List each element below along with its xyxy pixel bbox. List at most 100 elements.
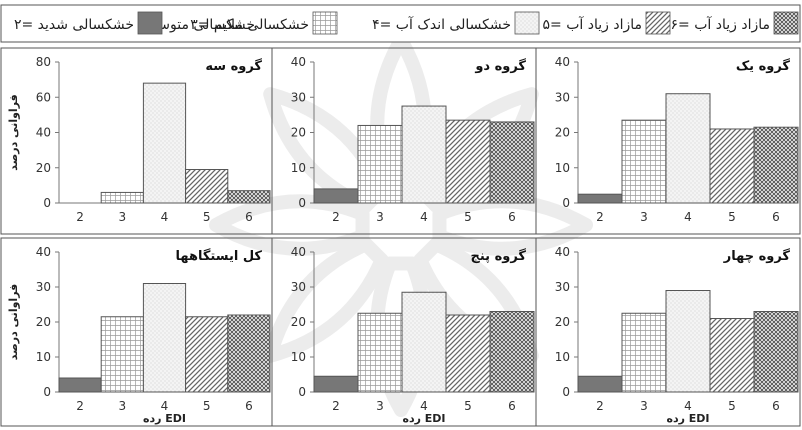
x-axis-label: رده EDI: [402, 412, 445, 425]
bar-4: [142, 283, 187, 393]
chart-title: گروه پنج: [471, 248, 527, 264]
chart-title: گروه دو: [474, 58, 526, 74]
x-tick-label: 3: [640, 210, 648, 224]
bar-4: [401, 291, 447, 393]
x-tick-label: 2: [76, 399, 84, 413]
chart-title: کل ایستگاهها: [176, 248, 263, 264]
bar-2: [577, 375, 623, 393]
bar-6: [753, 126, 799, 204]
bar-5: [185, 316, 229, 393]
legend-label-extra: خشکسالی متوسط: [145, 17, 255, 33]
y-tick-label: 20: [555, 126, 570, 140]
bar-6: [227, 314, 271, 393]
legend: ۶= مازاد زیاد آب ۵= مازاد زیاد آب ۴= خشک…: [0, 4, 801, 43]
legend-label-5: ۵= مازاد زیاد آب: [543, 16, 642, 33]
bar-2: [577, 193, 623, 204]
bar-5: [185, 169, 229, 204]
y-tick-label: 10: [555, 161, 570, 175]
bar-6: [489, 121, 535, 204]
y-tick-label: 40: [36, 126, 51, 140]
x-tick-label: 2: [332, 399, 340, 413]
bar-3: [357, 124, 403, 204]
x-tick-label: 6: [772, 399, 780, 413]
x-axis-label: رده EDI: [143, 412, 186, 425]
x-tick-label: 4: [684, 399, 692, 413]
y-tick-label: 30: [555, 90, 570, 104]
legend-label-2: ۲= خشکسالی شدید: [14, 17, 134, 33]
panel-frame: [0, 237, 273, 427]
y-tick-label: 30: [291, 90, 306, 104]
x-tick-label: 6: [508, 399, 516, 413]
bar-2: [313, 188, 359, 204]
bar-5: [445, 314, 491, 393]
x-tick-label: 5: [203, 210, 211, 224]
bar-6: [227, 190, 271, 204]
legend-swatch-5: [645, 11, 671, 35]
legend-swatch-3: [312, 11, 338, 35]
legend-swatch-4: [514, 11, 540, 35]
bar-4: [665, 290, 711, 393]
bar-4: [401, 105, 447, 204]
x-tick-label: 5: [203, 399, 211, 413]
chart-panel-6: 0 10 20 30 40 2 3 4 5 6 کل ایستگاهها فراوانی درصد رد…: [0, 237, 273, 427]
y-axis-label: فراوانی درصد: [7, 284, 20, 360]
x-tick-label: 2: [76, 210, 84, 224]
x-tick-label: 6: [245, 399, 253, 413]
x-tick-label: 5: [464, 399, 472, 413]
y-tick-label: 20: [291, 126, 306, 140]
y-tick-label: 20: [291, 315, 306, 329]
y-tick-label: 20: [36, 161, 51, 175]
y-tick-label: 60: [36, 90, 51, 104]
chart-panel-4: 0 10 20 30 40 2 3 4 5 6 گروه چهار رده EDI: [535, 237, 801, 427]
y-tick-label: 40: [555, 55, 570, 69]
panel-frame: [0, 47, 273, 235]
y-tick-label: 80: [36, 55, 51, 69]
x-tick-label: 4: [161, 399, 169, 413]
x-tick-label: 2: [332, 210, 340, 224]
x-tick-label: 6: [245, 210, 253, 224]
chart-panel-5: 0 10 20 30 40 2 3 4 5 6 گروه پنج رده EDI: [271, 237, 537, 427]
y-tick-label: 40: [291, 55, 306, 69]
y-tick-label: 0: [298, 196, 306, 210]
chart-panel-3: 0 20 40 60 80 2 3 4 5 6 گروه سه فراوانی درصد: [0, 47, 273, 235]
y-tick-label: 0: [562, 196, 570, 210]
x-tick-label: 3: [376, 210, 384, 224]
bar-6: [489, 311, 535, 393]
x-tick-label: 3: [376, 399, 384, 413]
y-tick-label: 0: [562, 385, 570, 399]
bar-5: [445, 119, 491, 204]
y-tick-label: 20: [555, 315, 570, 329]
y-tick-label: 10: [555, 350, 570, 364]
y-tick-label: 0: [298, 385, 306, 399]
bar-3: [621, 312, 667, 393]
y-tick-label: 30: [36, 280, 51, 294]
x-tick-label: 3: [640, 399, 648, 413]
x-tick-label: 5: [728, 210, 736, 224]
y-tick-label: 20: [36, 315, 51, 329]
x-tick-label: 6: [508, 210, 516, 224]
watermark-petal: [209, 194, 370, 256]
x-tick-label: 2: [596, 399, 604, 413]
y-tick-label: 10: [291, 350, 306, 364]
chart-title: گروه یک: [736, 58, 791, 74]
x-tick-label: 4: [161, 210, 169, 224]
bar-5: [709, 128, 755, 204]
bar-4: [142, 82, 187, 204]
bar-3: [100, 316, 144, 393]
bar-3: [100, 191, 144, 204]
legend-swatch-2: [137, 11, 163, 35]
legend-label-3: ۳= خشکسالی ملایم: [190, 17, 309, 33]
chart-panel-1: 0 10 20 30 40 2 3 4 5 6 گروه یک: [535, 47, 801, 235]
x-tick-label: 5: [464, 210, 472, 224]
legend-label-4: ۴= خشکسالی اندک آب: [372, 16, 511, 33]
x-tick-label: 3: [118, 399, 126, 413]
bar-2: [313, 375, 359, 393]
x-tick-label: 4: [420, 399, 428, 413]
x-axis-label: رده EDI: [666, 412, 709, 425]
x-tick-label: 5: [728, 399, 736, 413]
y-axis-label: فراوانی درصد: [7, 94, 20, 170]
bar-2: [58, 377, 102, 393]
y-tick-label: 40: [555, 245, 570, 259]
y-tick-label: 10: [36, 350, 51, 364]
